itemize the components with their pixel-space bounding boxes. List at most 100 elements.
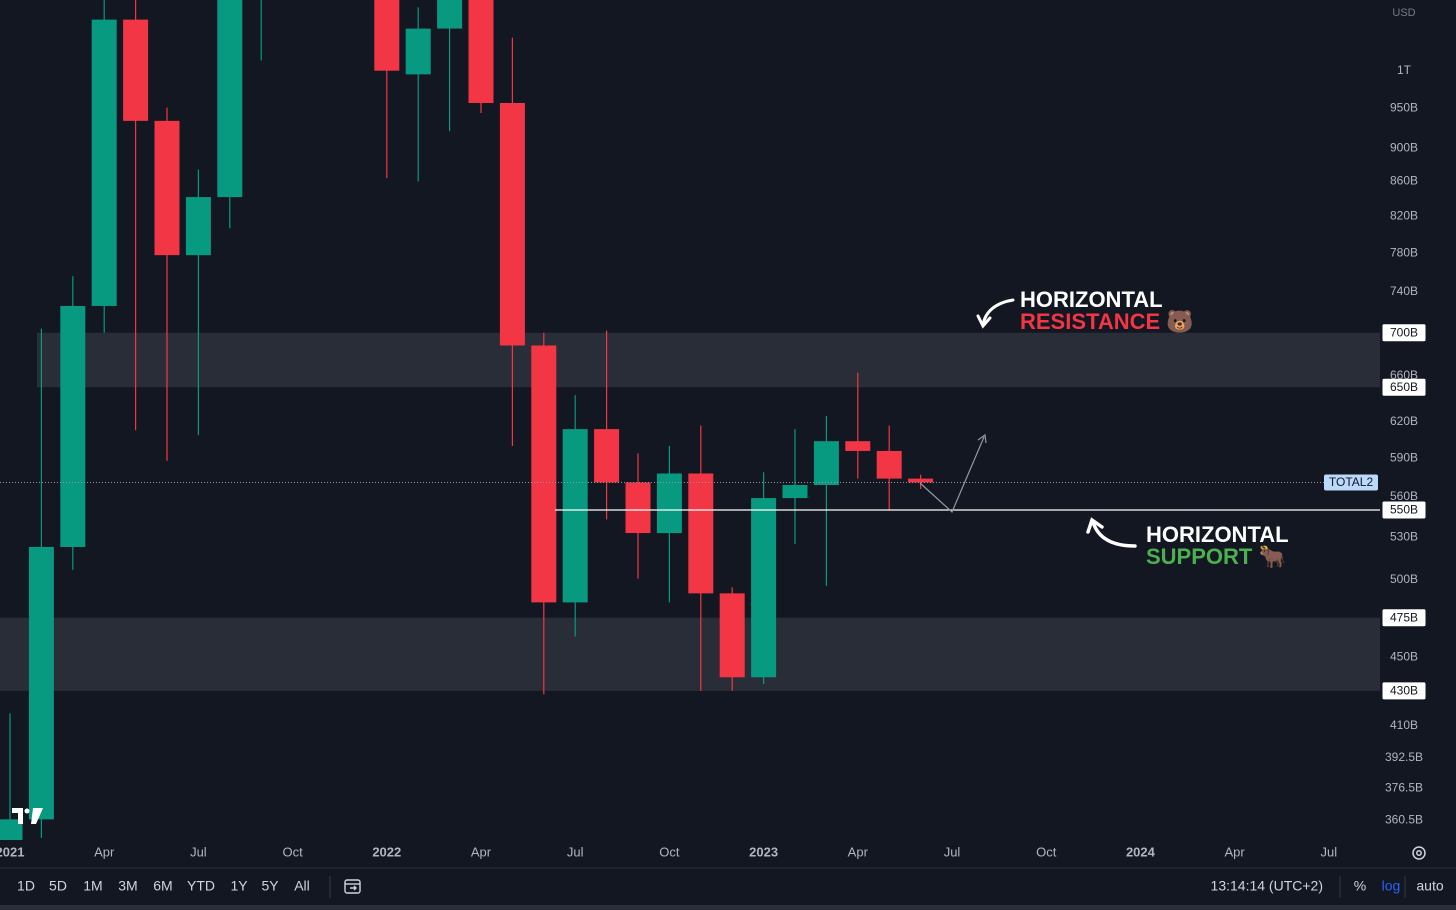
candle-body	[123, 19, 149, 121]
price-label-box	[1381, 500, 1427, 520]
candle-body	[28, 546, 54, 820]
candle-body	[876, 450, 902, 479]
x-tick-label: 2022	[372, 844, 401, 859]
price-label: 700B	[1390, 325, 1418, 339]
x-tick-label: Jul	[190, 844, 207, 859]
annotation-label: SUPPORT 🐂	[1146, 544, 1286, 569]
range-button[interactable]: 6M	[153, 878, 172, 894]
y-tick-label: 860B	[1390, 174, 1418, 188]
candle-body	[688, 473, 714, 594]
x-tick-label: Oct	[659, 844, 680, 859]
x-tick-label: Jul	[567, 844, 584, 859]
price-label: 650B	[1390, 380, 1418, 394]
zone	[0, 617, 1380, 691]
x-tick-label: Apr	[848, 844, 869, 859]
projection-path	[919, 433, 987, 514]
currency[interactable]: USD	[1392, 7, 1415, 19]
settings-icon[interactable]	[1412, 846, 1426, 860]
y-tick-label: 450B	[1390, 650, 1418, 664]
annotation-title: HORIZONTAL	[1020, 287, 1163, 312]
range-button[interactable]: 5Y	[261, 878, 279, 894]
y-tick-label: 1T	[1397, 63, 1412, 77]
price-label-box	[1381, 681, 1427, 701]
arrow-head	[976, 314, 992, 329]
x-tick-label: Oct	[282, 844, 303, 859]
price-label: 430B	[1390, 684, 1418, 698]
symbol-label: TOTAL2	[1329, 475, 1374, 489]
price-label: 475B	[1390, 610, 1418, 624]
x-tick-label: Apr	[1224, 844, 1245, 859]
clock: 13:14:14 (UTC+2)	[1211, 878, 1323, 894]
range-button[interactable]: 1M	[83, 878, 102, 894]
y-tick-label: 530B	[1390, 529, 1418, 543]
candle-body	[154, 120, 180, 256]
arrow	[1091, 520, 1137, 548]
annotation-label: RESISTANCE 🐻	[1020, 308, 1194, 334]
candle-body	[625, 482, 651, 534]
candle-body	[60, 305, 86, 547]
candle-body	[217, 0, 243, 198]
candle-body	[185, 197, 211, 256]
calendar-icon[interactable]	[344, 879, 361, 894]
y-tick-label: 590B	[1390, 451, 1418, 465]
candle-body	[719, 593, 745, 678]
y-tick-label: 660B	[1390, 368, 1418, 382]
candle-body	[468, 0, 494, 103]
candle-body	[531, 345, 557, 603]
candle-body	[908, 478, 934, 483]
annotation-title: HORIZONTAL	[1146, 522, 1289, 547]
auto-toggle[interactable]: auto	[1416, 878, 1443, 894]
y-tick-label: 740B	[1390, 284, 1418, 298]
candle-body	[499, 102, 525, 346]
x-tick-label: Apr	[94, 844, 115, 859]
x-tick-label: Jul	[944, 844, 961, 859]
bottom-strip	[0, 905, 1456, 910]
candle-body	[562, 429, 588, 603]
percent-toggle[interactable]: %	[1354, 878, 1366, 894]
y-tick-label: 820B	[1390, 209, 1418, 223]
candle-body	[751, 498, 777, 678]
price-label-box	[1381, 608, 1427, 628]
candle-body	[656, 473, 682, 534]
price-label: 550B	[1390, 503, 1418, 517]
range-button[interactable]: 3M	[118, 878, 137, 894]
y-tick-label: 410B	[1390, 718, 1418, 732]
y-tick-label: 500B	[1390, 572, 1418, 586]
arrow	[981, 298, 1015, 327]
symbol-badge	[1324, 474, 1378, 491]
x-tick-label: 2024	[1126, 844, 1156, 859]
y-tick-label: 900B	[1390, 140, 1418, 154]
zone	[37, 332, 1380, 388]
x-tick-label: Oct	[1036, 844, 1057, 859]
range-button[interactable]: 1D	[17, 878, 35, 894]
y-tick-label: 376.5B	[1385, 781, 1423, 795]
candle-body	[91, 19, 117, 306]
candle-body	[845, 441, 871, 451]
x-tick-label: Apr	[471, 844, 492, 859]
candle-body	[782, 485, 808, 499]
y-tick-label: 950B	[1390, 101, 1418, 115]
tv-logo	[12, 808, 43, 824]
x-tick-label: Jul	[1320, 844, 1337, 859]
y-tick-label: 560B	[1390, 489, 1418, 503]
candle-body	[0, 819, 23, 840]
arrow-head	[1086, 517, 1104, 534]
candle-body	[405, 28, 431, 75]
range-button[interactable]: All	[294, 878, 310, 894]
log-toggle[interactable]: log	[1382, 878, 1401, 894]
candle-body	[374, 0, 400, 71]
range-button[interactable]: YTD	[187, 878, 215, 894]
candle-body	[813, 441, 839, 486]
y-tick-label: 360.5B	[1385, 813, 1423, 827]
range-button[interactable]: 1Y	[230, 878, 248, 894]
y-tick-label: 780B	[1390, 245, 1418, 259]
x-tick-label: 2021	[0, 844, 24, 859]
range-button[interactable]: 5D	[49, 878, 67, 894]
candle-body	[594, 429, 620, 483]
candle-body	[437, 0, 463, 29]
y-tick-label: 620B	[1390, 414, 1418, 428]
x-tick-label: 2023	[749, 844, 778, 859]
y-tick-label: 392.5B	[1385, 750, 1423, 764]
